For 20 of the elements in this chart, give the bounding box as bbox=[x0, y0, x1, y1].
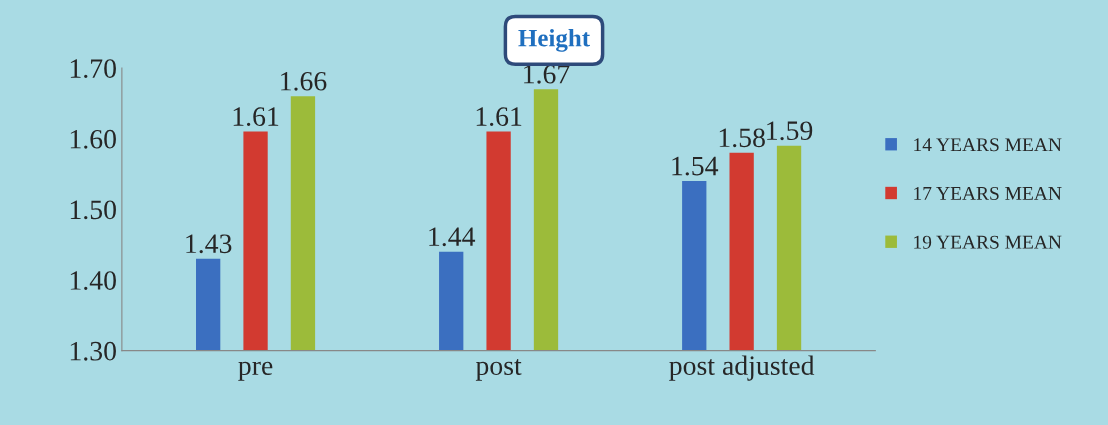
y-tick-label: 1.40 bbox=[70, 271, 116, 290]
legend-label: 17 YEARS MEAN bbox=[914, 186, 1062, 201]
legend-label: 19 YEARS MEAN bbox=[914, 235, 1062, 249]
y-tick-label: 1.50 bbox=[70, 200, 116, 220]
chart-title: Height bbox=[518, 28, 590, 52]
data-label: 1.43 bbox=[186, 234, 232, 254]
data-label: 1.44 bbox=[429, 227, 476, 247]
data-label: 1.61 bbox=[476, 107, 522, 127]
data-label: 1.58 bbox=[719, 128, 765, 148]
data-label: 1.54 bbox=[672, 156, 719, 176]
data-label: 1.59 bbox=[767, 121, 813, 141]
data-label: 1.61 bbox=[233, 107, 279, 127]
y-tick-label: 1.60 bbox=[70, 129, 116, 149]
x-tick-label: post adjusted bbox=[669, 355, 815, 381]
data-label: 1.66 bbox=[281, 71, 327, 91]
y-tick-label: 1.70 bbox=[70, 59, 116, 79]
legend-label: 14 YEARS MEAN bbox=[914, 138, 1062, 152]
y-tick-label: 1.30 bbox=[70, 341, 116, 361]
x-tick-label: pre bbox=[238, 361, 273, 381]
x-tick-label: post bbox=[475, 359, 522, 381]
